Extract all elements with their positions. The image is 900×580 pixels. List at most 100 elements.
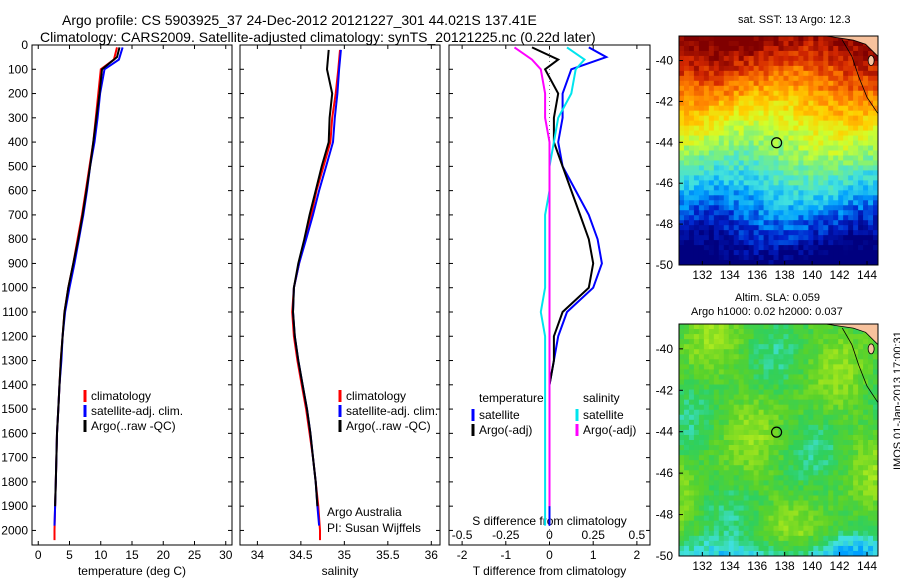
heat-cell bbox=[773, 520, 779, 527]
heat-cell bbox=[753, 520, 760, 527]
heat-cell bbox=[708, 409, 715, 416]
heat-cell bbox=[808, 235, 814, 241]
heat-cell bbox=[738, 339, 745, 345]
heat-cell bbox=[813, 480, 819, 486]
heat-cell bbox=[818, 155, 824, 161]
heat-cell bbox=[808, 130, 814, 136]
heat-cell bbox=[778, 500, 784, 506]
heat-cell bbox=[708, 105, 715, 112]
heat-cell bbox=[808, 329, 814, 335]
heat-cell bbox=[679, 135, 685, 141]
heat-cell bbox=[838, 535, 844, 542]
heat-cell bbox=[798, 354, 804, 360]
heat-cell bbox=[828, 470, 834, 476]
heat-cell bbox=[803, 130, 809, 136]
heat-cell bbox=[708, 205, 715, 211]
heat-cell bbox=[728, 245, 735, 251]
heat-cell bbox=[863, 520, 869, 527]
heat-cell bbox=[853, 455, 859, 461]
heat-cell bbox=[818, 369, 824, 375]
heat-cell bbox=[813, 110, 819, 117]
heat-cell bbox=[833, 145, 839, 151]
heat-cell bbox=[843, 120, 849, 127]
heat-cell bbox=[688, 110, 695, 117]
heat-cell bbox=[773, 344, 779, 350]
heat-cell bbox=[813, 245, 819, 251]
heat-cell bbox=[753, 419, 760, 426]
heat-cell bbox=[679, 36, 685, 42]
heat-cell bbox=[693, 465, 700, 471]
heat-cell bbox=[713, 465, 720, 471]
heat-cell bbox=[723, 95, 730, 102]
heat-cell bbox=[683, 220, 690, 226]
heat-cell bbox=[763, 260, 769, 266]
heat-cell bbox=[858, 440, 864, 446]
heat-cell bbox=[728, 369, 735, 375]
heat-cell bbox=[703, 334, 710, 340]
heat-cell bbox=[743, 550, 750, 557]
heat-cell bbox=[793, 140, 799, 146]
heat-cell bbox=[808, 485, 814, 491]
heat-cell bbox=[818, 165, 824, 171]
heat-cell bbox=[813, 550, 819, 557]
heat-cell bbox=[718, 440, 725, 446]
heat-cell bbox=[698, 344, 705, 350]
heat-cell bbox=[773, 90, 779, 97]
heat-cell bbox=[698, 369, 705, 375]
heat-cell bbox=[873, 110, 879, 117]
heat-cell bbox=[873, 65, 879, 72]
heat-cell bbox=[773, 550, 779, 557]
heat-cell bbox=[723, 145, 730, 151]
heat-cell bbox=[703, 75, 710, 82]
heat-cell bbox=[798, 85, 804, 92]
heat-cell bbox=[778, 414, 784, 421]
heat-cell bbox=[803, 434, 809, 441]
heat-cell bbox=[838, 404, 844, 411]
heat-cell bbox=[708, 450, 715, 456]
heat-cell bbox=[873, 475, 879, 481]
heat-cell bbox=[858, 485, 864, 491]
heat-cell bbox=[763, 475, 769, 481]
heat-cell bbox=[688, 140, 695, 146]
heat-cell bbox=[873, 434, 879, 441]
heat-cell bbox=[843, 384, 849, 390]
heat-cell bbox=[863, 419, 869, 426]
heat-cell bbox=[838, 240, 844, 246]
heat-cell bbox=[828, 329, 834, 335]
heat-cell bbox=[679, 434, 685, 441]
heat-cell bbox=[708, 130, 715, 136]
heat-cell bbox=[813, 475, 819, 481]
heat-cell bbox=[693, 379, 700, 385]
heat-cell bbox=[833, 200, 839, 206]
heat-cell bbox=[683, 535, 690, 542]
heat-cell bbox=[783, 475, 789, 481]
heat-cell bbox=[798, 255, 804, 261]
heat-cell bbox=[873, 170, 879, 176]
heat-cell bbox=[848, 475, 854, 481]
heat-cell bbox=[743, 530, 750, 537]
heat-cell bbox=[823, 115, 829, 122]
heat-cell bbox=[738, 240, 745, 246]
heat-cell bbox=[853, 110, 859, 117]
heat-cell bbox=[843, 369, 849, 375]
heat-cell bbox=[783, 550, 789, 557]
heat-cell bbox=[798, 40, 804, 47]
heat-cell bbox=[798, 374, 804, 380]
heat-cell bbox=[848, 540, 854, 547]
heat-cell bbox=[778, 250, 784, 256]
heat-cell bbox=[733, 525, 740, 532]
heat-cell bbox=[683, 70, 690, 77]
heat-cell bbox=[733, 419, 740, 426]
heat-cell bbox=[778, 100, 784, 107]
heat-cell bbox=[868, 470, 874, 476]
heat-cell bbox=[823, 540, 829, 547]
heat-cell bbox=[688, 180, 695, 186]
heat-cell bbox=[738, 369, 745, 375]
heat-cell bbox=[738, 36, 745, 42]
heat-cell bbox=[738, 95, 745, 102]
heat-cell bbox=[773, 95, 779, 102]
heat-cell bbox=[698, 505, 705, 512]
heat-cell bbox=[768, 260, 774, 266]
heat-cell bbox=[713, 135, 720, 141]
heat-cell bbox=[743, 55, 750, 62]
